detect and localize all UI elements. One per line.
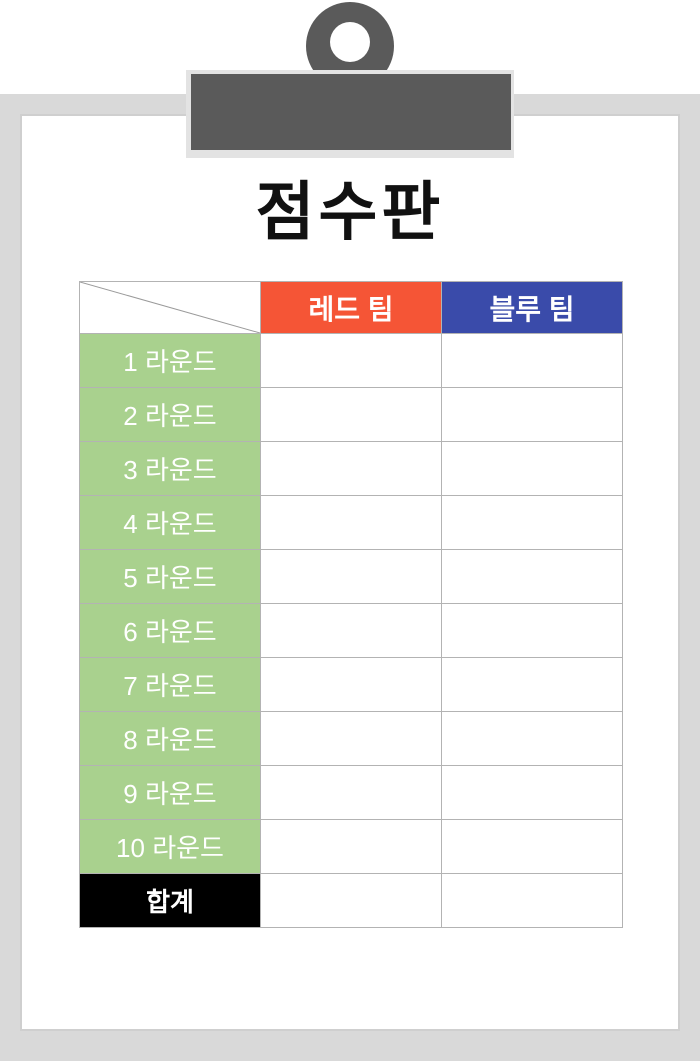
round-label: 8 라운드 [79, 711, 261, 766]
round-label: 3 라운드 [79, 441, 261, 496]
table-row: 5 라운드 [79, 549, 623, 604]
table-row: 2 라운드 [79, 387, 623, 442]
round-label: 10 라운드 [79, 819, 261, 874]
blue-score-cell[interactable] [441, 495, 623, 550]
blue-score-cell[interactable] [441, 711, 623, 766]
blue-score-cell[interactable] [441, 657, 623, 712]
red-score-cell[interactable] [260, 657, 442, 712]
total-label: 합계 [79, 873, 261, 928]
round-label: 6 라운드 [79, 603, 261, 658]
blue-total-cell[interactable] [441, 873, 623, 928]
total-row: 합계 [79, 873, 623, 928]
red-team-header: 레드 팀 [260, 281, 442, 334]
corner-cell [79, 281, 261, 334]
table-row: 6 라운드 [79, 603, 623, 658]
header-row: 레드 팀 블루 팀 [79, 281, 623, 334]
table-row: 3 라운드 [79, 441, 623, 496]
blue-score-cell[interactable] [441, 819, 623, 874]
red-score-cell[interactable] [260, 711, 442, 766]
blue-score-cell[interactable] [441, 441, 623, 496]
red-score-cell[interactable] [260, 333, 442, 388]
round-label: 2 라운드 [79, 387, 261, 442]
blue-score-cell[interactable] [441, 333, 623, 388]
table-row: 7 라운드 [79, 657, 623, 712]
page-title: 점수판 [255, 175, 445, 250]
round-label: 9 라운드 [79, 765, 261, 820]
round-label: 4 라운드 [79, 495, 261, 550]
red-score-cell[interactable] [260, 441, 442, 496]
red-total-cell[interactable] [260, 873, 442, 928]
blue-score-cell[interactable] [441, 387, 623, 442]
table-row: 1 라운드 [79, 333, 623, 388]
table-row: 9 라운드 [79, 765, 623, 820]
score-table: 레드 팀 블루 팀 1 라운드 2 라운드 3 라운드 4 라운드 5 라운드 … [79, 281, 623, 928]
blue-score-cell[interactable] [441, 549, 623, 604]
red-score-cell[interactable] [260, 819, 442, 874]
blue-score-cell[interactable] [441, 765, 623, 820]
table-row: 8 라운드 [79, 711, 623, 766]
clipboard-clip [191, 74, 511, 150]
blue-team-header: 블루 팀 [441, 281, 623, 334]
clipboard-ring-hole [330, 22, 370, 62]
red-score-cell[interactable] [260, 387, 442, 442]
table-row: 10 라운드 [79, 819, 623, 874]
red-score-cell[interactable] [260, 603, 442, 658]
red-score-cell[interactable] [260, 549, 442, 604]
round-label: 7 라운드 [79, 657, 261, 712]
round-label: 5 라운드 [79, 549, 261, 604]
round-label: 1 라운드 [79, 333, 261, 388]
diagonal-divider-icon [80, 282, 260, 333]
red-score-cell[interactable] [260, 495, 442, 550]
table-row: 4 라운드 [79, 495, 623, 550]
blue-score-cell[interactable] [441, 603, 623, 658]
red-score-cell[interactable] [260, 765, 442, 820]
